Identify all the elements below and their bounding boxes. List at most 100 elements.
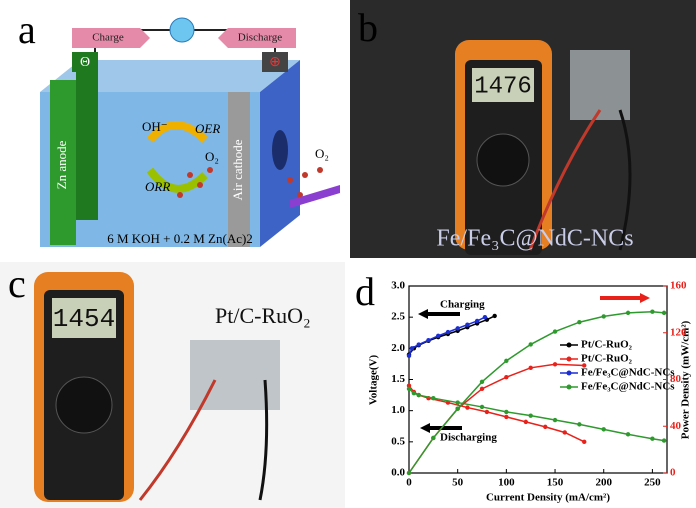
label: OH⁻ [142,119,168,134]
caption: Pt/C-RuO₂ [215,303,311,328]
point [417,393,421,397]
point [483,315,487,319]
point [426,338,430,342]
label: OER [195,121,220,136]
panel-b: b 1476 Fe/Fe₃C@NdC-NCs [350,0,696,258]
x-tick-label: 100 [498,477,515,489]
point [553,418,557,422]
y-axis-label: Voltage(V) [368,355,380,406]
point [577,422,581,426]
point [563,430,567,434]
point [492,314,496,318]
legend-marker [567,371,572,376]
point [465,322,469,326]
point [626,432,630,436]
panel-c: c 1454 Pt/C-RuO₂ [0,261,345,508]
point [455,400,459,404]
label: Discharge [238,32,283,44]
lcd-reading: 1454 [53,304,115,334]
label: O₂ [205,149,219,164]
series-line [409,364,584,473]
point [480,387,484,391]
legend-label: Fe/Fe₃C@NdC-NCs [581,367,675,379]
y2-tick-label: 0 [670,467,676,479]
point [480,405,484,409]
x-tick-label: 50 [452,477,464,489]
y2-tick-label: 120 [670,326,687,338]
point [407,471,411,475]
point [553,329,557,333]
point [431,436,435,440]
y-tick-label: 0.5 [391,435,405,447]
legend-label: Pt/C-RuO₂ [581,353,633,365]
y2-tick-label: 160 [670,280,687,292]
caption: Fe/Fe₃C@NdC-NCs [436,226,633,252]
point [602,427,606,431]
panel-label: a [18,7,36,52]
label: Charge [92,32,124,44]
label: 6 M KOH + 0.2 M Zn(Ac)2 [107,231,253,246]
zn-anode-side [76,60,98,220]
point [465,405,469,409]
point [485,410,489,414]
point [504,375,508,379]
air-hole [272,130,288,170]
y2-tick-label: 40 [670,420,682,432]
legend-marker [567,357,572,362]
point [504,415,508,419]
panel-d: d Current Density (mA/cm²) Voltage(V) Po… [355,269,692,503]
point [446,330,450,334]
point [543,425,547,429]
dial [477,134,529,186]
point [528,413,532,417]
point [412,391,416,395]
point [504,410,508,414]
label: O₂ [315,146,329,161]
point [626,311,630,315]
series-line [409,317,485,356]
legend-label: Fe/Fe₃C@NdC-NCs [581,381,675,393]
bulb [170,18,194,42]
label: Air cathode [230,139,245,200]
lcd-reading: 1476 [474,73,532,100]
point [407,387,411,391]
dial [56,377,112,433]
panel-label: c [8,261,26,306]
point [455,407,459,411]
x-tick-label: 0 [406,477,412,489]
y-tick-label: 0.0 [391,467,405,479]
point [417,342,421,346]
point [528,342,532,346]
point [410,346,414,350]
point [407,354,411,358]
annotation: Charging [440,299,485,311]
y-tick-label: 2.5 [391,311,405,323]
point [436,334,440,338]
label: ORR [145,179,170,194]
point [650,437,654,441]
point [480,380,484,384]
y-tick-label: 3.0 [391,280,405,292]
point [504,359,508,363]
series-line [409,316,495,355]
panel-label: b [358,5,378,50]
annotation: Discharging [440,432,497,444]
cell [570,50,630,120]
point [431,396,435,400]
point [650,310,654,314]
legend-label: Pt/C-RuO₂ [581,339,633,351]
figure: a Charge Discharge Θ Zn anode ⊕ Air cath… [0,0,696,508]
panel-label: d [355,269,375,314]
point [662,438,666,442]
power-arrow [600,293,650,303]
y-tick-label: 1.0 [391,404,405,416]
point [577,320,581,324]
x-axis-label: Current Density (mA/cm²) [486,492,610,504]
x-tick-label: 200 [595,477,612,489]
x-tick-label: 150 [547,477,564,489]
y-tick-label: 1.5 [391,373,405,385]
point [455,326,459,330]
point [553,362,557,366]
panel-a: a Charge Discharge Θ Zn anode ⊕ Air cath… [18,7,340,247]
y-tick-label: 2.0 [391,342,405,354]
